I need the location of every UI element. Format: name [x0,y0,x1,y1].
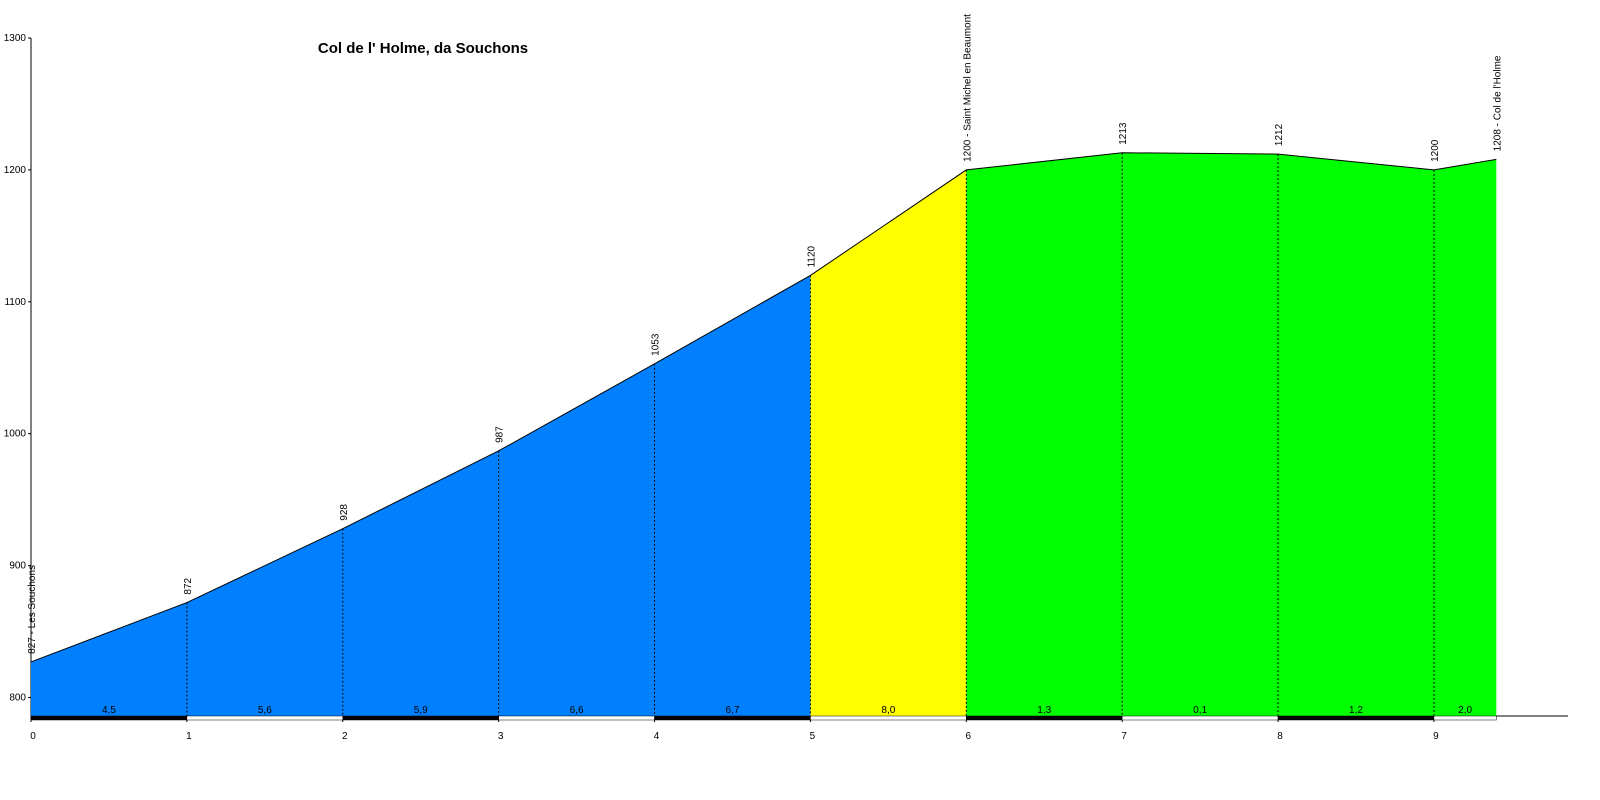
gradient-segment [342,450,499,716]
point-label: 987 [495,426,506,443]
x-tick-label: 9 [1433,731,1439,742]
point-label: 1213 [1118,122,1129,145]
gradient-label: 8,0 [881,705,895,716]
km-strip [1433,715,1497,721]
x-tick-label: 7 [1121,731,1127,742]
profile-line [30,152,1497,663]
km-strip [810,715,967,721]
y-tick-label: 800 [9,693,26,704]
gradient-label: 5,6 [258,705,272,716]
chart-title: Col de l' Holme, da Souchons [318,40,528,57]
gradient-segment [1278,154,1434,716]
x-tick-label: 6 [966,731,972,742]
gradient-segment [1433,159,1497,717]
x-tick-label: 3 [498,731,504,742]
point-label: 1208 - Col de l'Holme [1492,55,1503,151]
km-strip [342,715,499,721]
x-tick-label: 8 [1277,731,1283,742]
km-strip [654,715,811,721]
km-strip [186,715,344,721]
x-tick-label: 4 [654,731,660,742]
km-strip [498,715,655,721]
gradient-label: 6,7 [726,705,740,716]
x-tick-label: 5 [810,731,816,742]
km-strip [30,715,188,721]
km-strip [1121,715,1279,721]
gradient-segment [186,528,343,716]
point-label: 872 [183,577,194,594]
gradient-label: 1,2 [1349,705,1363,716]
gradient-label: 6,6 [570,705,584,716]
x-tick-label: 2 [342,731,348,742]
point-label: 1120 [806,245,817,267]
gradient-label: 1,3 [1037,705,1051,716]
point-label: 1053 [651,333,662,356]
km-strip [1277,715,1435,721]
gradient-label: 4,5 [102,705,116,716]
point-label: 1212 [1274,123,1285,146]
gradient-segment [654,275,811,716]
y-tick-label: 1200 [4,165,27,176]
point-label: 1200 [1430,139,1441,162]
point-label: 1200 - Saint Michel en Beaumont [962,14,973,162]
point-label: 928 [339,504,350,521]
point-label: 827 - Les Souchons [27,565,38,654]
gradient-segment [31,602,187,716]
x-tick-label: 0 [30,731,36,742]
km-strip [966,715,1123,721]
y-tick-label: 1100 [4,297,26,308]
y-tick-label: 900 [9,561,26,572]
gradient-label: 5,9 [414,705,428,716]
gradient-segment [966,152,1123,716]
gradient-segment [810,169,967,716]
gradient-segment [498,363,655,716]
y-tick-label: 1000 [4,429,27,440]
gradient-label: 2,0 [1458,705,1472,716]
x-tick-label: 1 [186,731,192,742]
gradient-segment [1122,152,1279,716]
y-tick-label: 1300 [4,33,27,44]
gradient-label: 0,1 [1193,705,1207,716]
